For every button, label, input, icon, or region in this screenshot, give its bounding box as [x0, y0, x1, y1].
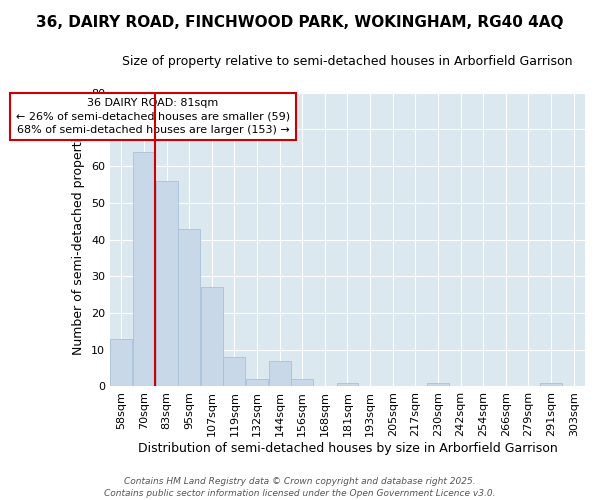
- Bar: [291, 379, 313, 386]
- X-axis label: Distribution of semi-detached houses by size in Arborfield Garrison: Distribution of semi-detached houses by …: [137, 442, 557, 455]
- Bar: [337, 383, 358, 386]
- Bar: [201, 288, 223, 386]
- Bar: [110, 338, 132, 386]
- Title: Size of property relative to semi-detached houses in Arborfield Garrison: Size of property relative to semi-detach…: [122, 55, 573, 68]
- Bar: [269, 361, 290, 386]
- Bar: [427, 383, 449, 386]
- Bar: [540, 383, 562, 386]
- Bar: [178, 228, 200, 386]
- Y-axis label: Number of semi-detached properties: Number of semi-detached properties: [73, 124, 85, 356]
- Text: Contains HM Land Registry data © Crown copyright and database right 2025.
Contai: Contains HM Land Registry data © Crown c…: [104, 476, 496, 498]
- Text: 36, DAIRY ROAD, FINCHWOOD PARK, WOKINGHAM, RG40 4AQ: 36, DAIRY ROAD, FINCHWOOD PARK, WOKINGHA…: [36, 15, 564, 30]
- Bar: [223, 357, 245, 386]
- Bar: [246, 379, 268, 386]
- Bar: [133, 152, 155, 386]
- Text: 36 DAIRY ROAD: 81sqm
← 26% of semi-detached houses are smaller (59)
68% of semi-: 36 DAIRY ROAD: 81sqm ← 26% of semi-detac…: [16, 98, 290, 134]
- Bar: [155, 181, 178, 386]
